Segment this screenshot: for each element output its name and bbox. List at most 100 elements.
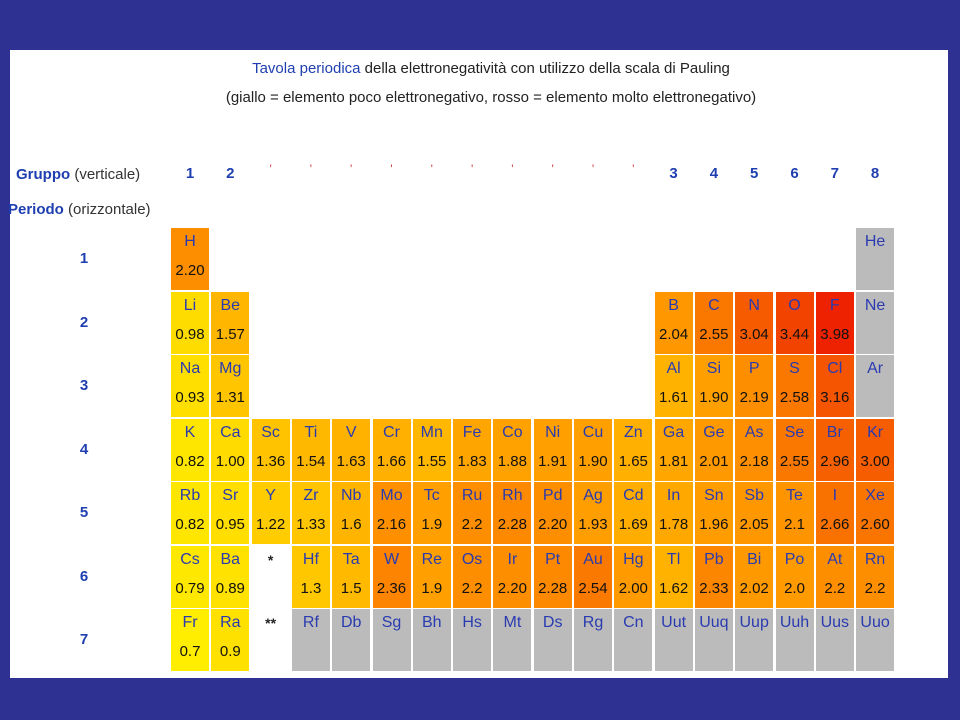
element-cell-co: Co 1.88 [493, 418, 532, 481]
element-cell-as: As 2.18 [735, 418, 774, 481]
electronegativity-value: 1.62 [658, 579, 689, 597]
element-symbol: Cu [582, 423, 604, 441]
title-highlight: Tavola periodica [252, 60, 361, 77]
element-symbol: Co [502, 423, 523, 441]
element-symbol: Rf [302, 614, 319, 631]
electronegativity-value: 1.5 [340, 579, 362, 597]
electronegativity-value: 2.66 [820, 516, 850, 533]
element-cell-cr: Cr 1.66 [372, 418, 411, 481]
element-cell-h: H 2.20 [171, 228, 209, 290]
title-line-1: Tavola periodica della elettronegatività… [22, 60, 960, 77]
element-cell-si: Si 1.90 [694, 355, 733, 417]
element-cell-al: Al 1.61 [654, 355, 693, 417]
group-number: ' [269, 162, 272, 176]
element-cell-fe: Fe 1.83 [453, 418, 492, 481]
group-number: ' [551, 162, 554, 176]
element-symbol: Rh [502, 487, 523, 504]
electronegativity-value: 3.44 [779, 325, 810, 343]
element-symbol: Ne [864, 296, 886, 314]
electronegativity-value: 2.2 [864, 579, 886, 597]
element-cell-db: Db [332, 609, 371, 671]
element-symbol: Ge [703, 423, 725, 441]
title-rest: della elettronegatività con utilizzo del… [360, 60, 730, 77]
element-symbol: Sr [222, 487, 239, 504]
electronegativity-value: 2.58 [779, 389, 810, 406]
element-cell-ds: Ds [533, 609, 572, 671]
element-symbol: Uup [739, 614, 769, 631]
element-symbol: Ag [583, 487, 603, 504]
element-cell-uuh: Uuh [775, 609, 814, 671]
group-number: 1 [185, 165, 195, 182]
element-cell-sr: Sr 0.95 [211, 482, 250, 544]
element-cell-se: Se 2.55 [775, 418, 814, 481]
element-cell-pd: Pd 2.20 [533, 482, 572, 544]
electronegativity-value: 2.2 [461, 579, 483, 597]
electronegativity-value: 2.28 [538, 579, 568, 597]
element-symbol: Rn [864, 550, 886, 568]
electronegativity-value: 1.93 [578, 516, 608, 533]
element-cell-rh: Rh 2.28 [493, 482, 532, 544]
element-symbol: Al [666, 360, 681, 377]
electronegativity-value: 1.96 [699, 516, 729, 533]
period-number: 1 [79, 250, 89, 267]
element-symbol: K [184, 423, 196, 441]
element-symbol: Li [183, 296, 197, 314]
element-symbol: Au [583, 550, 603, 568]
electronegativity-value: 2.54 [578, 579, 608, 597]
electronegativity-value: 1.31 [215, 389, 245, 406]
electronegativity-value: 1.57 [215, 325, 245, 343]
element-symbol: Cs [180, 550, 200, 568]
element-cell-ar: Ar [856, 355, 895, 417]
element-cell-ni: Ni 1.91 [533, 418, 572, 481]
element-symbol: Te [786, 487, 803, 504]
element-cell-fr: Fr 0.7 [171, 609, 209, 671]
element-symbol: Zr [303, 487, 319, 504]
electronegativity-value: 3.16 [820, 389, 850, 406]
element-symbol: Ti [304, 423, 318, 441]
element-cell-mo: Mo 2.16 [372, 482, 411, 544]
element-cell-mg: Mg 1.31 [211, 355, 250, 417]
element-cell-y: Y 1.22 [251, 482, 290, 544]
element-cell-tc: Tc 1.9 [412, 482, 451, 544]
group-number: ' [390, 162, 393, 176]
element-symbol: Cr [383, 423, 400, 441]
element-symbol: Kr [867, 423, 884, 441]
element-cell-ga: Ga 1.81 [654, 418, 693, 481]
periodo-note: (orizzontale) [63, 201, 151, 218]
element-cell-bi: Bi 2.02 [735, 545, 774, 608]
element-symbol: Cl [827, 360, 843, 377]
element-cell-ti: Ti 1.54 [291, 418, 330, 481]
element-cell-p: P 2.19 [735, 355, 774, 417]
element-symbol: Ar [867, 360, 884, 377]
electronegativity-value: 1.61 [658, 389, 689, 406]
element-symbol: Ds [542, 614, 563, 631]
element-symbol: Tl [666, 550, 681, 568]
element-cell-mn: Mn 1.55 [412, 418, 451, 481]
element-symbol: Pt [545, 550, 561, 568]
element-cell-b: B 2.04 [654, 291, 693, 354]
electronegativity-value: 1.00 [215, 452, 245, 470]
electronegativity-value: 1.88 [497, 452, 527, 470]
periodic-table-panel: Tavola periodica della elettronegatività… [8, 50, 948, 678]
period-number: 4 [79, 440, 89, 458]
element-symbol: Ru [461, 487, 483, 504]
element-cell-ra: Ra 0.9 [211, 609, 250, 671]
element-symbol: Mo [380, 487, 403, 504]
element-cell-li: Li 0.98 [171, 291, 209, 354]
element-symbol: Ir [507, 550, 518, 568]
element-symbol: Se [784, 423, 805, 441]
electronegativity-value: 2.16 [376, 516, 407, 533]
element-symbol: W [383, 550, 400, 568]
element-cell-be: Be 1.57 [211, 291, 250, 354]
element-symbol: Os [461, 550, 483, 568]
element-symbol: Hf [302, 550, 319, 568]
electronegativity-value: 2.96 [820, 452, 850, 470]
element-symbol: As [744, 423, 764, 441]
group-number: 3 [669, 165, 678, 182]
electronegativity-value: 2.60 [860, 516, 890, 533]
period-number: 2 [79, 313, 89, 331]
electronegativity-value: 0.82 [175, 516, 205, 533]
element-cell-zr: Zr 1.33 [291, 482, 330, 544]
element-cell-hs: Hs [453, 609, 492, 671]
period-number: 6 [79, 567, 89, 585]
